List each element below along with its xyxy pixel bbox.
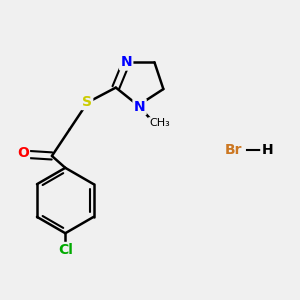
Text: N: N <box>134 100 146 114</box>
Text: CH₃: CH₃ <box>149 118 170 128</box>
Text: N: N <box>120 55 132 69</box>
Text: Cl: Cl <box>58 243 73 257</box>
Text: Br: Br <box>224 143 242 157</box>
Text: H: H <box>262 143 273 157</box>
Text: O: O <box>17 146 29 160</box>
Text: S: S <box>82 95 92 109</box>
